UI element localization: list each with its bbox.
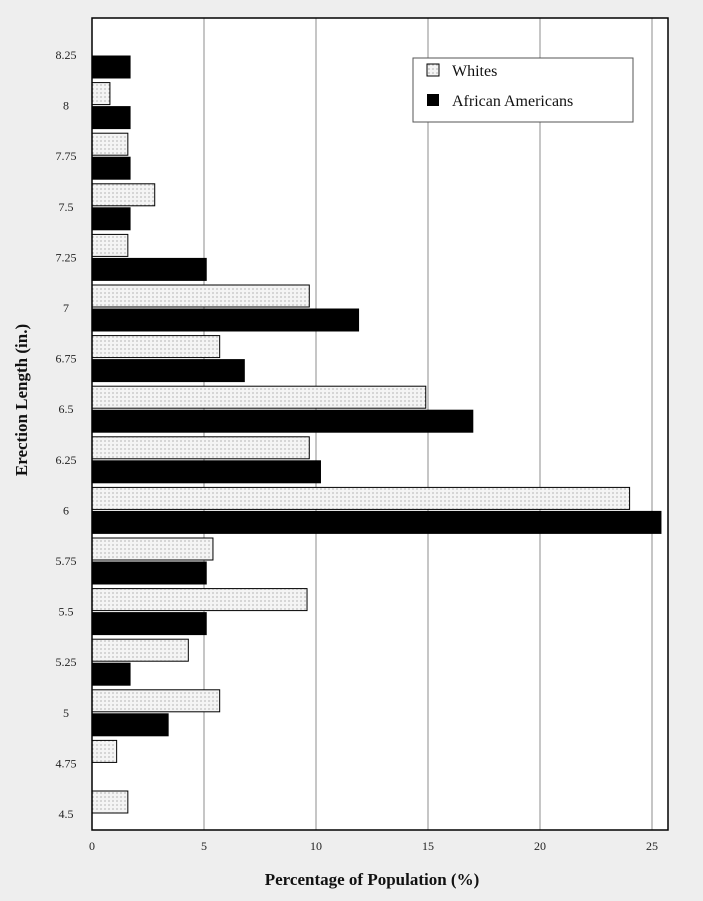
y-tick-label-3: 7.5 [59,200,74,214]
bar-whites-6_25 [91,436,310,460]
bar-whites-7_5 [91,183,156,207]
y-tick-label-8: 6.25 [56,453,77,467]
bar-whites-5 [91,689,221,713]
bar-african-americans-6 [91,510,662,534]
y-tick-label-15: 4.5 [59,807,74,821]
x-tick-label-4: 20 [534,839,546,853]
x-tick-label-0: 0 [89,839,95,853]
bar-african-americans-7_25 [91,257,207,281]
bar-whites-5_5 [91,588,308,612]
x-tick-label-5: 25 [646,839,658,853]
bar-african-americans-7_75 [91,156,131,180]
legend-swatch-whites [426,63,440,77]
bar-whites-4_75 [91,739,118,763]
bar-whites-7 [91,284,310,308]
bar-african-americans-5_5 [91,612,207,636]
y-tick-label-5: 7 [63,301,69,315]
y-tick-label-2: 7.75 [56,149,77,163]
bar-african-americans-6_5 [91,409,474,433]
bar-african-americans-6_25 [91,460,321,484]
y-tick-label-9: 6 [63,503,69,517]
plot-frame [91,17,669,831]
bar-african-americans-7 [91,308,360,332]
bar-african-americans-5_25 [91,662,131,686]
legend: Whites African Americans [412,57,634,123]
x-axis-title: Percentage of Population (%) [265,870,480,889]
bars [91,55,662,814]
y-tick-label-0: 8.25 [56,48,77,62]
bar-whites-4_5 [91,790,129,814]
bar-african-americans-8_25 [91,55,131,79]
bar-whites-5_75 [91,537,214,561]
bar-whites-7_75 [91,132,129,156]
x-tick-label-2: 10 [310,839,322,853]
bar-whites-6 [91,486,631,510]
tick-labels: 0 5 10 15 20 25 8.25 8 7.75 7.5 7.25 7 6.75 6.5 6.25 6 5… [56,48,659,853]
y-tick-label-13: 5 [63,706,69,720]
y-tick-label-6: 6.75 [56,352,77,366]
bar-whites-6_75 [91,335,221,359]
x-tick-label-3: 15 [422,839,434,853]
x-tick-label-1: 5 [201,839,207,853]
legend-label-whites: Whites [452,63,497,80]
y-axis-title: Erection Length (in.) [12,324,31,476]
bar-african-americans-5_75 [91,561,207,585]
legend-box [412,57,634,123]
bar-african-americans-5 [91,713,169,737]
y-tick-label-7: 6.5 [59,402,74,416]
legend-label-african-americans: African Americans [452,93,573,110]
bar-whites-7_25 [91,233,129,257]
bar-whites-8 [91,82,111,106]
y-tick-label-14: 4.75 [56,756,77,770]
y-tick-label-4: 7.25 [56,250,77,264]
y-tick-label-10: 5.75 [56,554,77,568]
bar-whites-5_25 [91,638,189,662]
bar-whites-6_5 [91,385,427,409]
y-tick-label-11: 5.5 [59,605,74,619]
y-tick-label-1: 8 [63,99,69,113]
bar-african-americans-8 [91,106,131,130]
y-tick-label-12: 5.25 [56,655,77,669]
bar-african-americans-7_5 [91,207,131,231]
legend-swatch-african-americans [427,94,439,106]
bar-african-americans-6_75 [91,359,245,383]
